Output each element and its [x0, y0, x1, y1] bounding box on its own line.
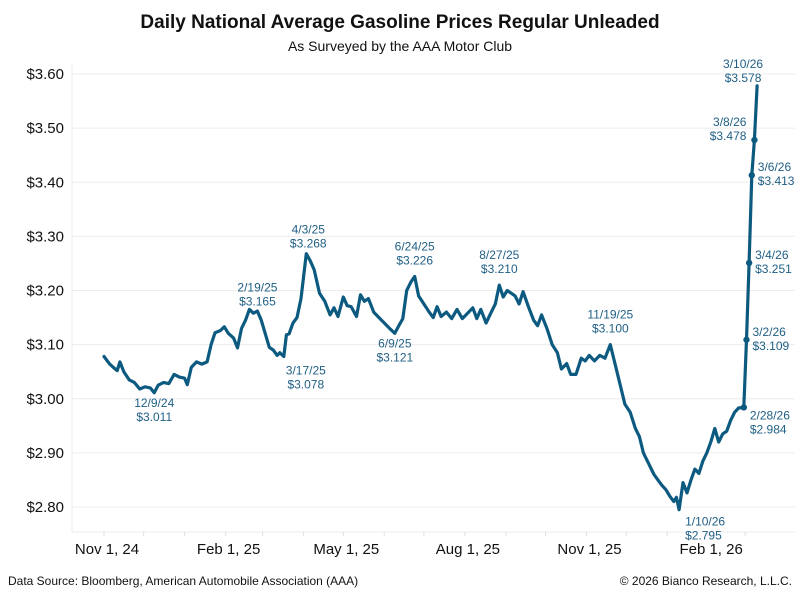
annotation-value-label: $3.226 [396, 253, 433, 267]
data-point-marker [748, 172, 755, 179]
annotation-date-label: 6/24/25 [395, 239, 435, 253]
annotation-date-label: 8/27/25 [479, 248, 519, 262]
annotation-date-label: 2/19/25 [237, 280, 277, 294]
annotation-date-label: 3/10/26 [723, 57, 763, 71]
y-tick-label: $2.90 [26, 445, 64, 462]
annotations-layer: 12/9/24$3.011 2/19/25$3.165 3/17/25$3.078 4… [134, 57, 795, 543]
annotation-value-label: $2.795 [685, 529, 722, 543]
annotation-date-label: 3/2/26 [752, 325, 786, 339]
annotation-value-label: $3.165 [239, 294, 276, 308]
y-tick-label: $2.80 [26, 499, 64, 516]
x-tick-label: Feb 1, 26 [679, 541, 742, 558]
annotation-value-label: $2.984 [750, 422, 787, 436]
annotation-value-label: $3.413 [758, 174, 795, 188]
x-axis: Nov 1, 24 Feb 1, 25 May 1, 25 Aug 1, 25 Nov … [75, 532, 746, 558]
x-tick-label: Nov 1, 25 [557, 541, 621, 558]
y-tick-label: $3.30 [26, 228, 64, 245]
annotation-value-label: $3.078 [287, 378, 324, 392]
annotation-date-label: 3/8/26 [713, 115, 747, 129]
annotation-value-label: $3.109 [752, 339, 789, 353]
chart-title: Daily National Average Gasoline Prices R… [140, 12, 660, 33]
annotation-date-label: 4/3/25 [292, 223, 326, 237]
data-point-marker [743, 336, 750, 343]
annotation-date-label: 1/10/26 [685, 515, 725, 529]
annotation-value-label: $3.011 [136, 410, 172, 424]
y-tick-label: $3.60 [26, 66, 64, 83]
y-axis: $2.80 $2.90 $3.00 $3.10 $3.20 $3.30 $3.40 $3.50… [26, 66, 64, 516]
x-tick-label: May 1, 25 [313, 541, 379, 558]
annotation-value-label: $3.121 [376, 350, 413, 364]
annotation-date-label: 2/28/26 [750, 408, 790, 422]
y-tick-label: $3.00 [26, 391, 64, 408]
annotation-value-label: $3.578 [725, 71, 762, 85]
annotation-date-label: 3/6/26 [758, 160, 792, 174]
annotation-value-label: $3.478 [710, 129, 747, 143]
y-tick-label: $3.40 [26, 174, 64, 191]
annotation-date-label: 3/17/25 [286, 364, 326, 378]
x-tick-label: Nov 1, 24 [75, 541, 139, 558]
annotation-value-label: $3.268 [290, 237, 327, 251]
annotation-value-label: $3.251 [755, 262, 792, 276]
annotation-value-label: $3.210 [481, 262, 518, 276]
data-point-marker [740, 404, 748, 411]
series-layer [102, 84, 759, 512]
annotation-date-label: 6/9/25 [378, 336, 412, 350]
data-point-marker [751, 136, 758, 144]
annotation-date-label: 3/4/26 [755, 248, 789, 262]
chart-subtitle: As Surveyed by the AAA Motor Club [287, 38, 513, 54]
annotation-value-label: $3.100 [592, 322, 629, 336]
series-line-regular-unleaded [102, 84, 759, 512]
annotation-date-label: 11/19/25 [587, 308, 633, 322]
x-tick-label: Feb 1, 25 [197, 541, 260, 558]
y-tick-label: $3.10 [26, 337, 64, 354]
data-point-marker [745, 259, 753, 267]
annotation-date-label: 12/9/24 [134, 396, 174, 410]
copyright-note: © 2026 Bianco Research, L.L.C. [619, 574, 792, 588]
y-tick-label: $3.20 [26, 283, 64, 300]
y-tick-label: $3.50 [26, 120, 64, 137]
gridlines [71, 64, 795, 533]
data-source-note: Data Source: Bloomberg, American Automob… [8, 574, 359, 588]
x-tick-label: Aug 1, 25 [436, 541, 500, 558]
